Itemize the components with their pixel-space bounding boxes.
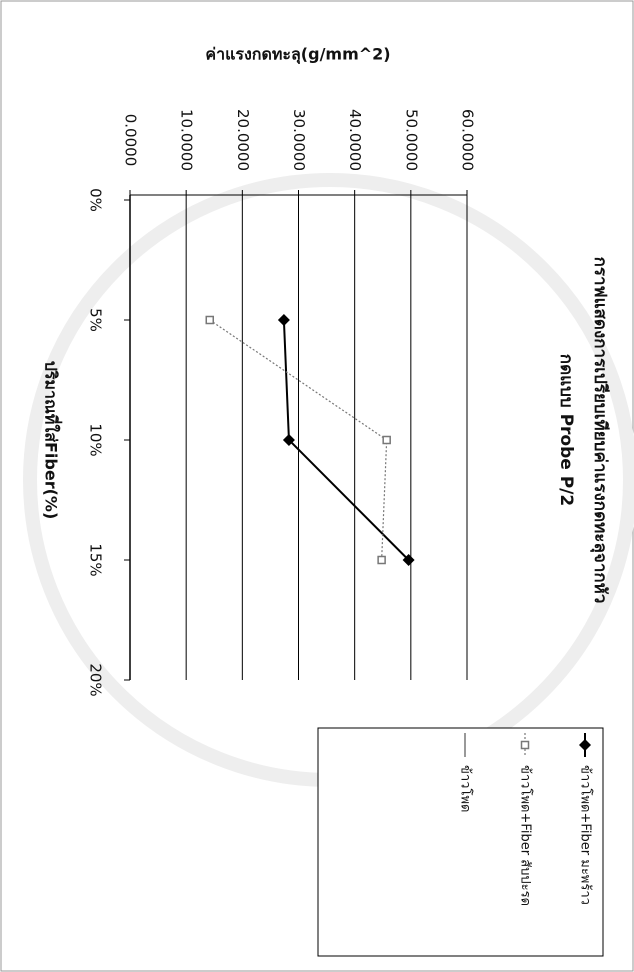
x-tick-label: 10% xyxy=(87,423,105,456)
chart-subtitle: กดแบบ Probe P/2 xyxy=(556,354,576,506)
x-axis-title: ปริมาณที่ใส่Fiber(%) xyxy=(42,361,63,520)
y-tick-label: 60.0000 xyxy=(459,109,477,171)
data-point xyxy=(206,317,213,324)
chart-title: กราฟแสดงการเปรียบเทียบค่าแรงกดทะลุจากหัว xyxy=(590,257,611,604)
data-point xyxy=(383,437,390,444)
legend-label: ข้าวโพด xyxy=(458,765,474,812)
y-tick-label: 50.0000 xyxy=(402,109,420,171)
y-tick-label: 40.0000 xyxy=(346,109,364,171)
legend-marker xyxy=(522,742,529,749)
y-tick-label: 20.0000 xyxy=(234,109,252,171)
x-tick-label: 0% xyxy=(87,188,105,212)
x-tick-label: 5% xyxy=(87,308,105,332)
y-tick-label: 0.0000 xyxy=(122,114,140,167)
y-tick-label: 10.0000 xyxy=(178,109,196,171)
x-tick-label: 20% xyxy=(87,663,105,696)
data-point xyxy=(378,557,385,564)
legend-box xyxy=(318,728,603,956)
chart: กราฟแสดงการเปรียบเทียบค่าแรงกดทะลุจากหัว… xyxy=(0,0,634,972)
x-tick-label: 15% xyxy=(87,543,105,576)
legend-label: ข้าวโพด+Fiber สับปะรด xyxy=(518,765,534,906)
y-tick-label: 30.0000 xyxy=(290,109,308,171)
y-axis-title: ค่าแรงกดทะลุ(g/mm^2) xyxy=(205,45,390,65)
legend-label: ข้าวโพด+Fiber มะพร้าว xyxy=(578,765,594,905)
